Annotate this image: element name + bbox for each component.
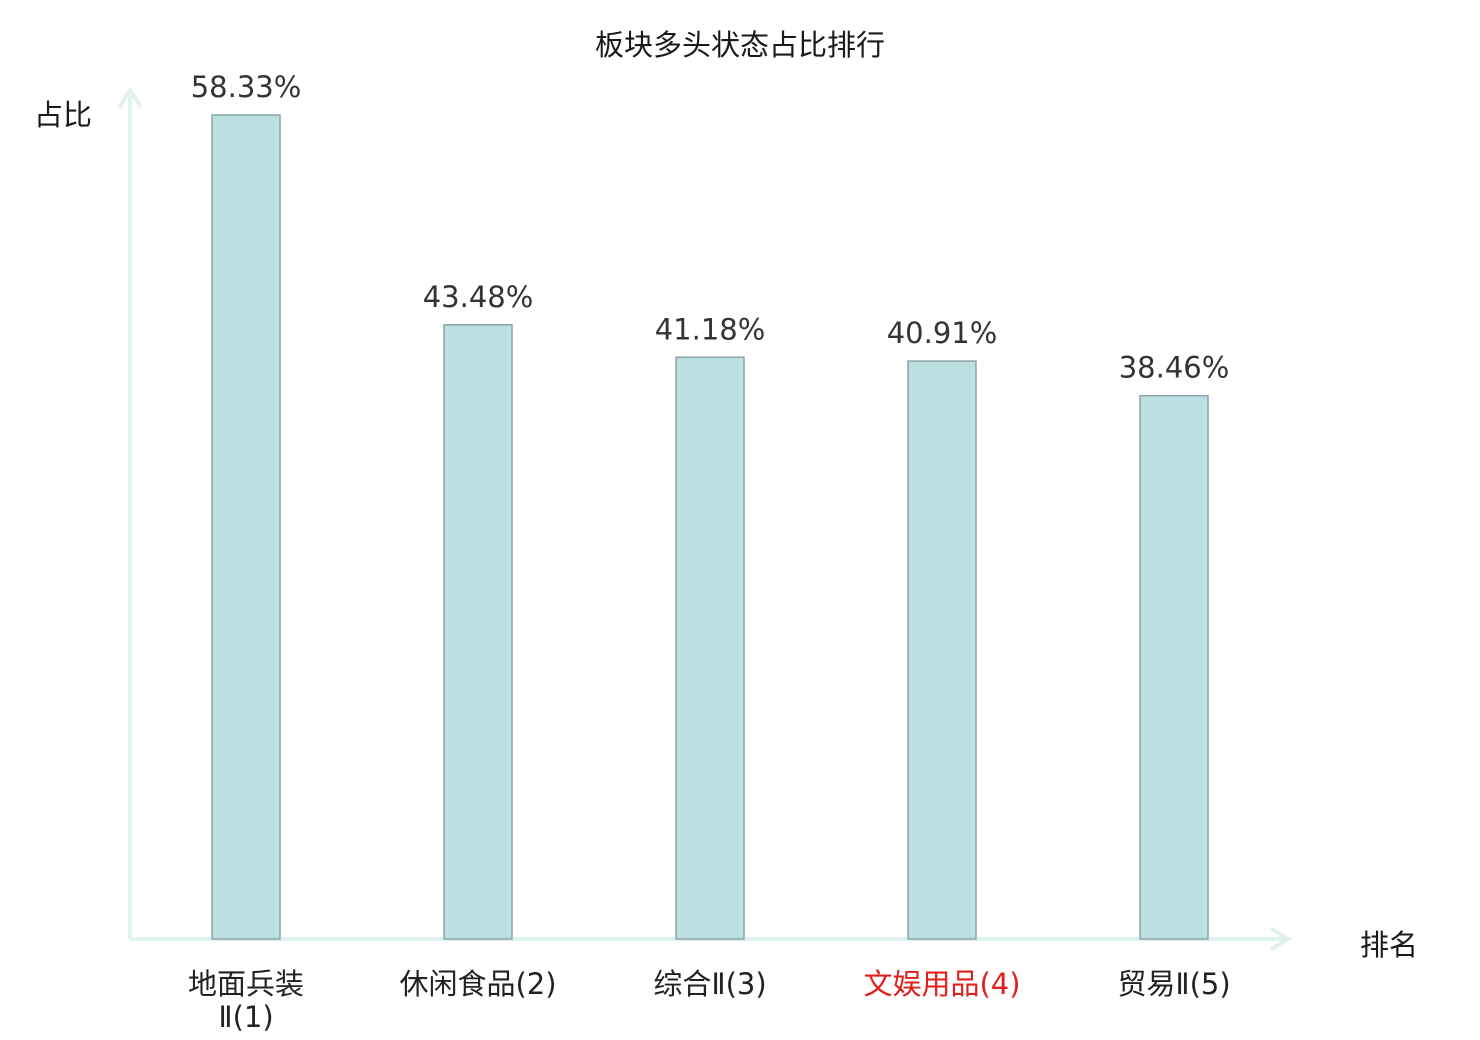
category-labels: 地面兵装 Ⅱ(1) 休闲食品(2) 综合Ⅱ(3) 文娱用品(4) 贸易Ⅱ(5) xyxy=(188,967,1231,1034)
value-label: 38.46% xyxy=(1119,351,1230,385)
category-label: 地面兵装 Ⅱ(1) xyxy=(188,967,304,1034)
y-axis-arrow xyxy=(118,86,142,108)
bar xyxy=(1139,394,1209,940)
category-label-line: Ⅱ(1) xyxy=(218,1000,273,1034)
y-axis-label: 占比 xyxy=(34,98,93,132)
bar xyxy=(443,324,513,940)
bar xyxy=(675,356,745,940)
category-label: 休闲食品(2) xyxy=(399,967,556,1001)
value-label: 41.18% xyxy=(655,312,766,346)
bar xyxy=(907,360,977,940)
category-label-line: 地面兵装 xyxy=(188,967,304,1001)
value-label: 43.48% xyxy=(423,280,534,314)
x-axis-label: 排名 xyxy=(1360,928,1419,962)
chart-title: 板块多头状态占比排行 xyxy=(594,28,885,62)
value-labels: 58.33% 43.48% 41.18% 40.91% 38.46% xyxy=(191,70,1230,385)
category-label: 文娱用品(4) xyxy=(863,967,1020,1001)
category-label-line: 综合Ⅱ(3) xyxy=(653,967,766,1001)
bars xyxy=(211,114,1209,940)
category-label-line: 文娱用品(4) xyxy=(863,967,1020,1001)
x-axis-arrow xyxy=(1270,927,1292,951)
bar xyxy=(211,114,281,940)
category-label: 贸易Ⅱ(5) xyxy=(1117,967,1230,1001)
value-label: 40.91% xyxy=(887,316,998,350)
category-label-line: 贸易Ⅱ(5) xyxy=(1117,967,1230,1001)
category-label-line: 休闲食品(2) xyxy=(399,967,556,1001)
value-label: 58.33% xyxy=(191,70,302,104)
category-label: 综合Ⅱ(3) xyxy=(653,967,766,1001)
